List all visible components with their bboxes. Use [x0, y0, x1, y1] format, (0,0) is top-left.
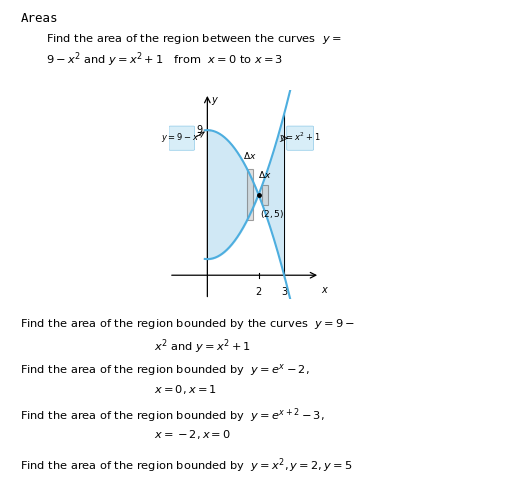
Text: $x = -2, x = 0$: $x = -2, x = 0$	[154, 428, 231, 441]
Text: Find the area of the region between the curves  $y =$: Find the area of the region between the …	[46, 32, 342, 46]
Text: 3: 3	[281, 286, 287, 296]
FancyBboxPatch shape	[287, 126, 313, 150]
Text: $x^2$ and $y = x^2 + 1$: $x^2$ and $y = x^2 + 1$	[154, 338, 250, 356]
Text: $(2, 5)$: $(2, 5)$	[260, 208, 284, 220]
Text: 2: 2	[255, 286, 262, 296]
Text: $y = x^2 + 1$: $y = x^2 + 1$	[280, 131, 321, 145]
Text: Find the area of the region bounded by  $y = x^2, y = 2, y = 5$: Find the area of the region bounded by $…	[20, 457, 353, 475]
Text: Find the area of the region bounded by  $y = e^{x+2} - 3,$: Find the area of the region bounded by $…	[20, 407, 325, 425]
Text: $x$: $x$	[322, 285, 329, 295]
FancyBboxPatch shape	[169, 126, 195, 150]
Bar	[262, 185, 268, 205]
Text: $9 - x^2$ and $y = x^2 + 1$   from  $x = 0$ to $x = 3$: $9 - x^2$ and $y = x^2 + 1$ from $x = 0$…	[46, 51, 283, 69]
Text: Find the area of the region bounded by the curves  $y = 9 -$: Find the area of the region bounded by t…	[20, 317, 355, 331]
Text: $\Delta x$: $\Delta x$	[243, 150, 257, 161]
Text: 9: 9	[196, 125, 202, 135]
Text: Areas: Areas	[20, 12, 58, 25]
Text: $x = 0, x = 1$: $x = 0, x = 1$	[154, 383, 217, 396]
Text: Find the area of the region bounded by  $y = e^x - 2,$: Find the area of the region bounded by $…	[20, 362, 310, 378]
Text: $y = 9 - x^2$: $y = 9 - x^2$	[161, 131, 203, 145]
Text: $y$: $y$	[211, 95, 219, 107]
Bar	[247, 169, 253, 221]
Text: $\Delta x$: $\Delta x$	[259, 169, 272, 180]
